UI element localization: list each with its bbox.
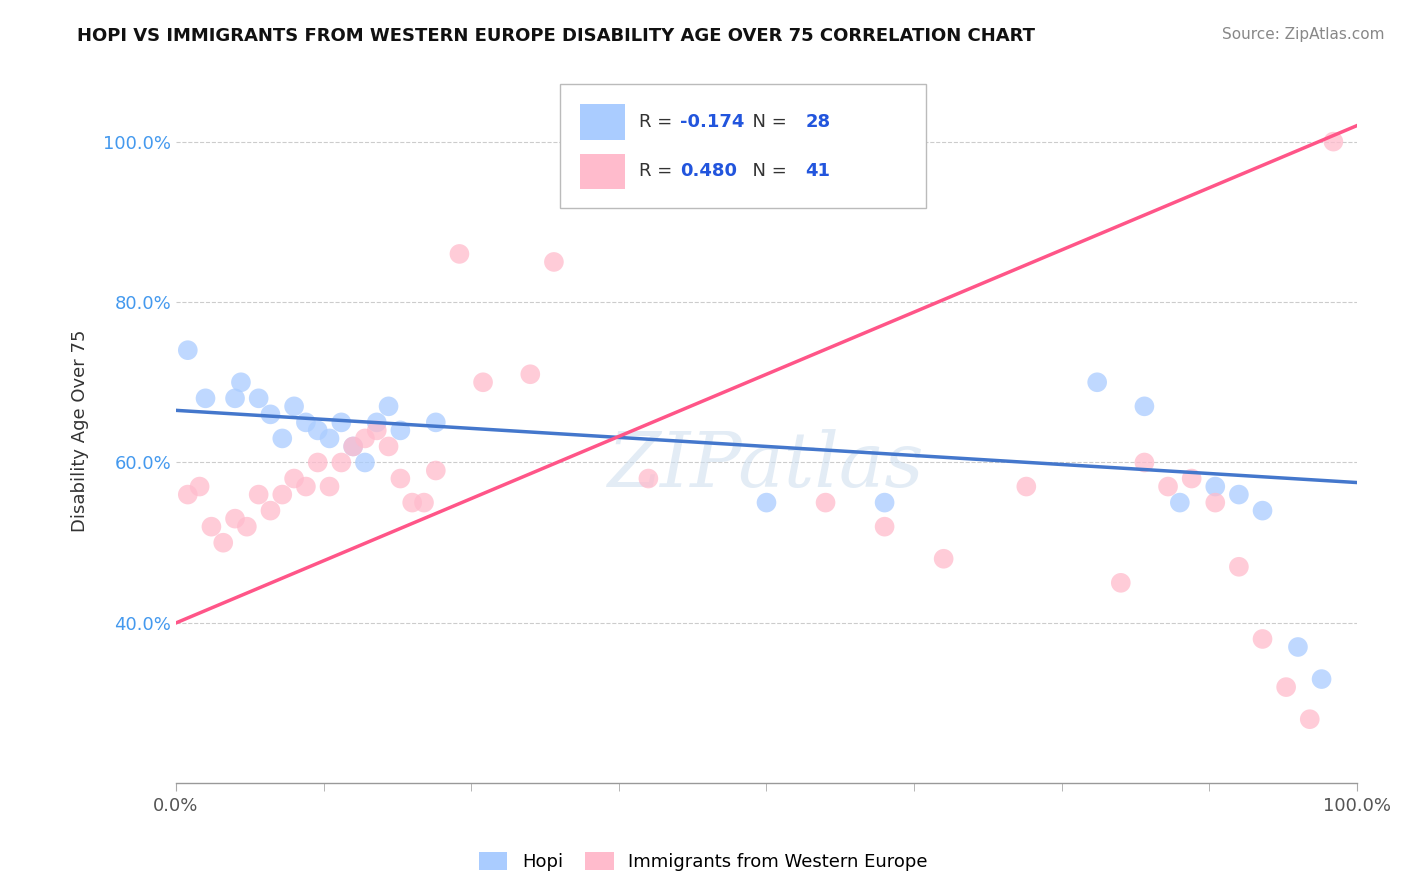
Point [425, 463, 447, 477]
Point [224, 392, 246, 406]
Point [1109, 575, 1132, 590]
Point [229, 376, 252, 390]
Point [330, 416, 353, 430]
Text: R =: R = [638, 162, 678, 180]
Point [1322, 135, 1344, 149]
Point [194, 392, 217, 406]
Point [271, 487, 294, 501]
Point [1310, 672, 1333, 686]
Point [366, 424, 388, 438]
Text: 41: 41 [806, 162, 831, 180]
Point [873, 495, 896, 509]
Point [1299, 712, 1322, 726]
Point [389, 471, 412, 485]
Point [377, 400, 399, 414]
Point [1251, 632, 1274, 646]
Point [932, 551, 955, 566]
Text: 0.480: 0.480 [681, 162, 737, 180]
Point [259, 408, 281, 422]
Point [1133, 400, 1156, 414]
Point [1275, 680, 1298, 694]
Point [247, 392, 270, 406]
Point [295, 416, 318, 430]
Text: N =: N = [741, 162, 792, 180]
Point [354, 455, 377, 469]
Point [1157, 479, 1180, 493]
Point [1286, 640, 1309, 654]
Point [1227, 487, 1250, 501]
Point [1204, 495, 1226, 509]
Point [814, 495, 837, 509]
Point [295, 479, 318, 493]
Text: ZIPatlas: ZIPatlas [609, 429, 925, 503]
Point [389, 424, 412, 438]
Point [177, 487, 200, 501]
Legend: Hopi, Immigrants from Western Europe: Hopi, Immigrants from Western Europe [471, 846, 935, 879]
Point [1227, 559, 1250, 574]
Point [873, 519, 896, 533]
Point [330, 455, 353, 469]
Point [307, 455, 329, 469]
FancyBboxPatch shape [579, 153, 624, 189]
Point [342, 440, 364, 454]
Point [1085, 376, 1108, 390]
Point [413, 495, 436, 509]
Point [1181, 471, 1204, 485]
Point [247, 487, 270, 501]
Point [259, 503, 281, 517]
Point [283, 400, 305, 414]
FancyBboxPatch shape [560, 85, 927, 208]
Point [1133, 455, 1156, 469]
Point [401, 495, 423, 509]
Point [283, 471, 305, 485]
Point [425, 416, 447, 430]
Text: -0.174: -0.174 [681, 113, 745, 131]
FancyBboxPatch shape [579, 104, 624, 139]
Text: R =: R = [638, 113, 678, 131]
Point [188, 479, 211, 493]
Point [519, 368, 541, 382]
Point [318, 479, 340, 493]
Point [377, 440, 399, 454]
Text: N =: N = [741, 113, 792, 131]
Point [236, 519, 259, 533]
Point [212, 535, 235, 549]
Point [755, 495, 778, 509]
Point [1251, 503, 1274, 517]
Point [318, 432, 340, 446]
Point [472, 376, 495, 390]
Point [354, 432, 377, 446]
Point [1015, 479, 1038, 493]
Text: HOPI VS IMMIGRANTS FROM WESTERN EUROPE DISABILITY AGE OVER 75 CORRELATION CHART: HOPI VS IMMIGRANTS FROM WESTERN EUROPE D… [77, 27, 1035, 45]
Text: Source: ZipAtlas.com: Source: ZipAtlas.com [1222, 27, 1385, 42]
Point [224, 511, 246, 525]
Point [449, 247, 471, 261]
Point [271, 432, 294, 446]
Point [200, 519, 222, 533]
Point [177, 343, 200, 358]
Point [342, 440, 364, 454]
Point [1204, 479, 1226, 493]
Point [637, 471, 659, 485]
Point [1168, 495, 1191, 509]
Text: 28: 28 [806, 113, 831, 131]
Point [543, 255, 565, 269]
Point [366, 416, 388, 430]
Y-axis label: Disability Age Over 75: Disability Age Over 75 [72, 329, 89, 532]
Point [307, 424, 329, 438]
